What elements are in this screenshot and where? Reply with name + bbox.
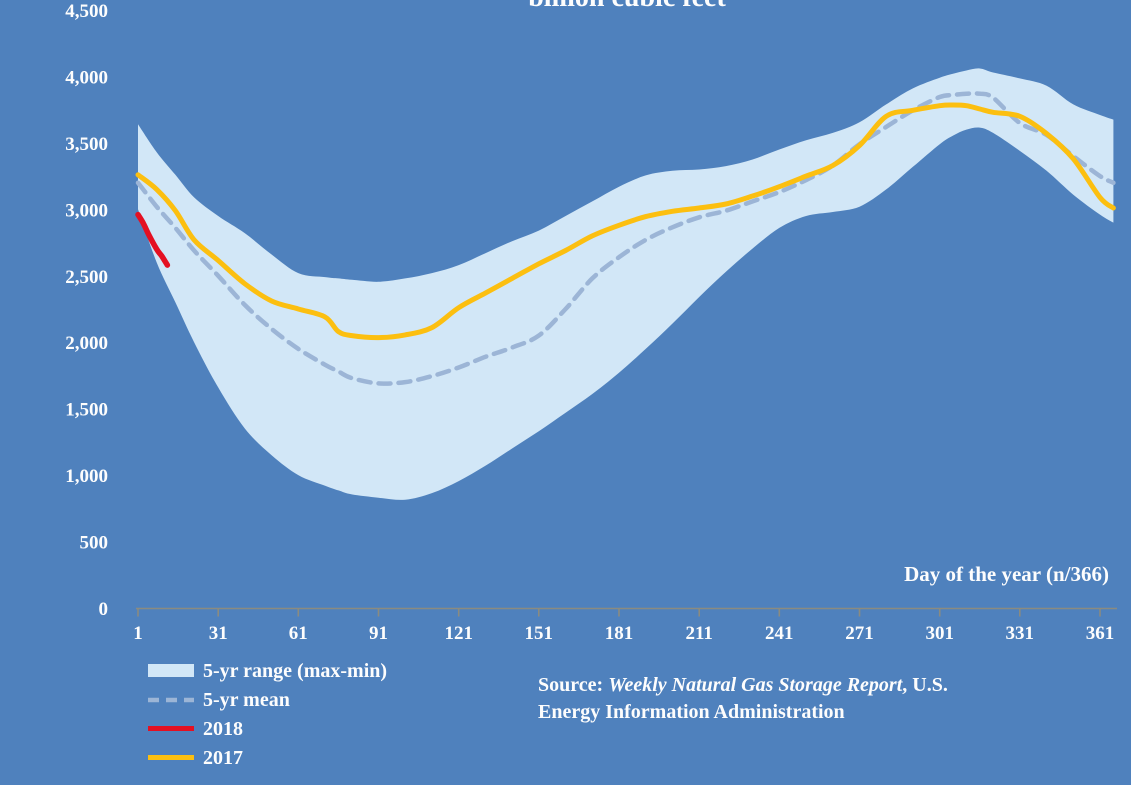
x-tick-label: 301 [925, 623, 954, 644]
x-tick-label: 121 [444, 623, 473, 644]
source-line2: Energy Information Administration [538, 701, 845, 723]
x-tick-label: 31 [209, 623, 228, 644]
legend: 5-yr range (max-min) 5-yr mean 2018 2017 [148, 656, 387, 772]
chart-title-clipped: billion cubic feet [477, 0, 777, 12]
x-tick-label: 151 [525, 623, 554, 644]
y-tick-label: 3,000 [65, 200, 108, 221]
y-tick-label: 4,000 [65, 67, 108, 88]
y-tick-label: 4,500 [65, 1, 108, 22]
x-axis-title: Day of the year (n/366) [904, 562, 1109, 586]
range-band-swatch-icon [148, 664, 194, 677]
source-suffix: , U.S. [902, 674, 948, 696]
source-attribution: Source: Weekly Natural Gas Storage Repor… [538, 672, 1038, 726]
x-tick-label: 211 [685, 623, 712, 644]
x-tick-label: 241 [765, 623, 794, 644]
y-tick-label: 2,000 [65, 333, 108, 354]
source-report-title: Weekly Natural Gas Storage Report [608, 674, 903, 696]
y-tick-label: 1,000 [65, 466, 108, 487]
y-tick-label: 3,500 [65, 134, 108, 155]
five-year-range-band [138, 68, 1114, 500]
dashed-line-swatch-icon [148, 697, 194, 702]
legend-item-2018: 2018 [148, 714, 387, 743]
x-tick-label: 1 [133, 623, 143, 644]
legend-label-5yr-range: 5-yr range (max-min) [203, 659, 388, 682]
y-tick-label: 2,500 [65, 267, 108, 288]
x-tick-label: 61 [289, 623, 308, 644]
legend-label-5yr-mean: 5-yr mean [203, 688, 290, 711]
source-prefix: Source: [538, 674, 609, 696]
y-tick-label: 1,500 [65, 400, 108, 421]
x-tick-label: 331 [1006, 623, 1035, 644]
legend-item-5yr-mean: 5-yr mean [148, 685, 387, 714]
five-year-mean-line [135, 91, 1116, 386]
x-tick-label: 91 [369, 623, 388, 644]
legend-label-2018: 2018 [203, 717, 243, 740]
line-2017 [135, 102, 1116, 341]
legend-item-2017: 2017 [148, 743, 387, 772]
x-tick-label: 271 [845, 623, 874, 644]
legend-item-5yr-range: 5-yr range (max-min) [148, 656, 387, 685]
red-line-swatch-icon [148, 726, 194, 731]
y-tick-label: 500 [80, 533, 109, 554]
x-tick-label: 361 [1086, 623, 1115, 644]
y-tick-label: 0 [99, 599, 109, 620]
legend-label-2017: 2017 [203, 746, 243, 769]
x-tick-label: 181 [605, 623, 634, 644]
line-2018 [135, 211, 171, 268]
gold-line-swatch-icon [148, 755, 194, 760]
